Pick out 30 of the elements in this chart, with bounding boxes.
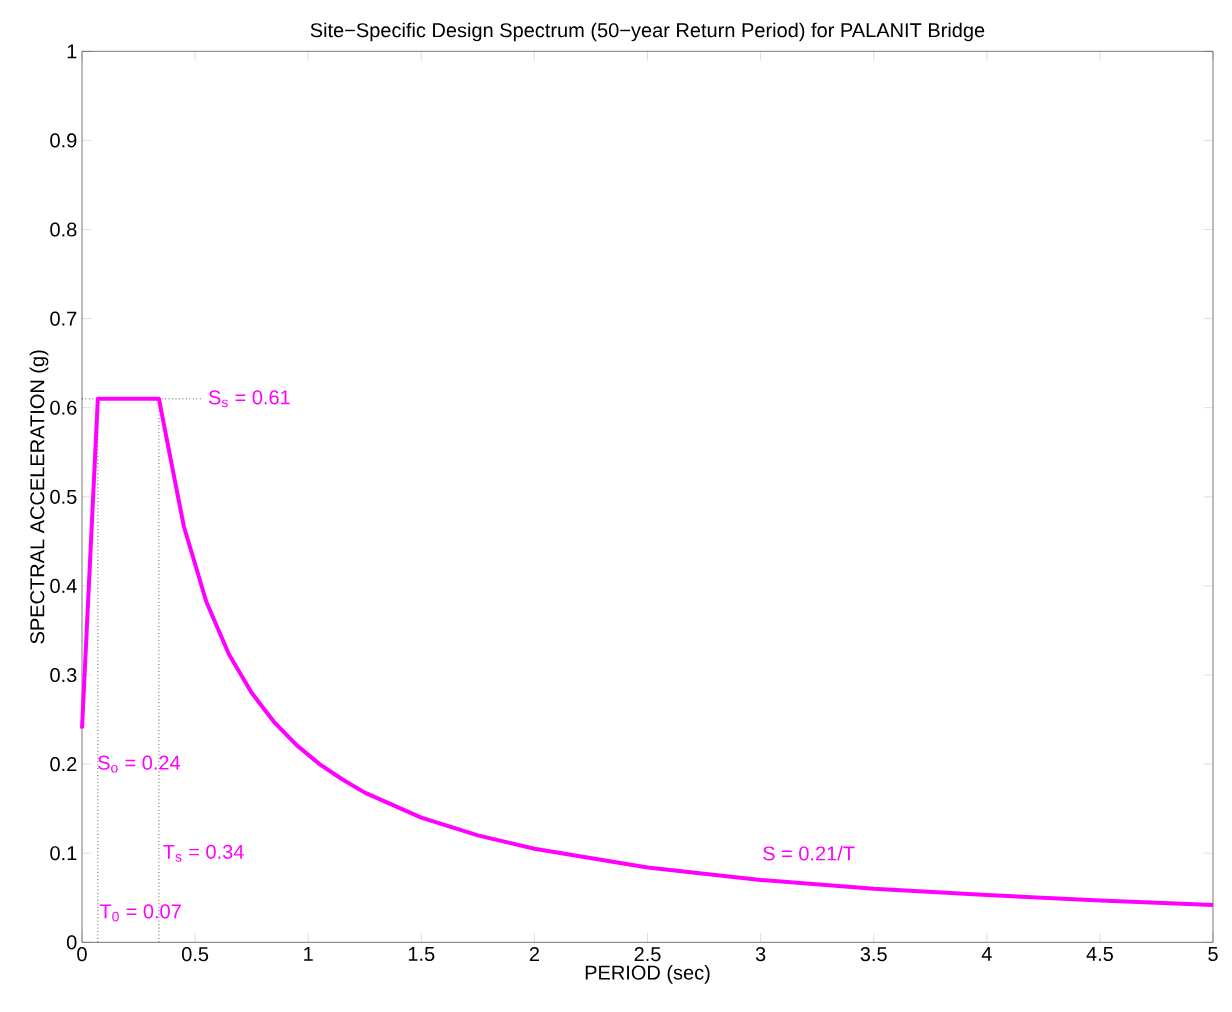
annotation: S$_{o}$ = 0.24 — [98, 755, 181, 773]
y-tick-label: 0.8 — [50, 222, 77, 237]
y-tick-label: 0.4 — [50, 578, 77, 593]
y-tick-label: 0.2 — [50, 757, 77, 772]
annotation: T$_{s}$ = 0.34 — [163, 844, 244, 862]
annotation: S = 0.21/T — [763, 845, 855, 861]
chart-title: Site−Specific Design Spectrum (50−year Return Period) for PALANIT Bridge — [310, 22, 985, 42]
y-tick-label: 0.5 — [50, 489, 77, 504]
x-tick-label: 2.5 — [634, 947, 661, 962]
annotation: S$_{s}$ = 0.61 — [208, 390, 290, 408]
y-tick-label: 0 — [66, 935, 77, 950]
y-tick-label: 0.9 — [50, 133, 77, 148]
annotation: T$_{0}$ = 0.07 — [99, 904, 181, 922]
x-tick-label: 5 — [1208, 947, 1218, 961]
y-tick-label: 0.3 — [50, 667, 77, 683]
x-tick-label: 4.5 — [1086, 947, 1113, 961]
y-tick-label: 0.1 — [50, 846, 77, 861]
x-tick-label: 0 — [77, 947, 87, 962]
x-tick-label: 1 — [304, 947, 313, 961]
x-tick-label: 2 — [529, 947, 539, 961]
x-tick-label: 4 — [981, 947, 992, 961]
x-tick-label: 1.5 — [408, 947, 435, 961]
x-axis-title: PERIOD (sec) — [585, 965, 710, 984]
y-axis-title: SPECTRAL ACCELERATION (g) — [29, 350, 49, 644]
x-tick-label: 3 — [755, 947, 766, 962]
x-tick-label: 3.5 — [860, 947, 887, 962]
y-tick-label: 1 — [67, 44, 77, 59]
x-tick-label: 0.5 — [181, 947, 209, 962]
y-tick-label: 0.7 — [50, 311, 77, 326]
y-tick-label: 0.6 — [50, 400, 77, 415]
